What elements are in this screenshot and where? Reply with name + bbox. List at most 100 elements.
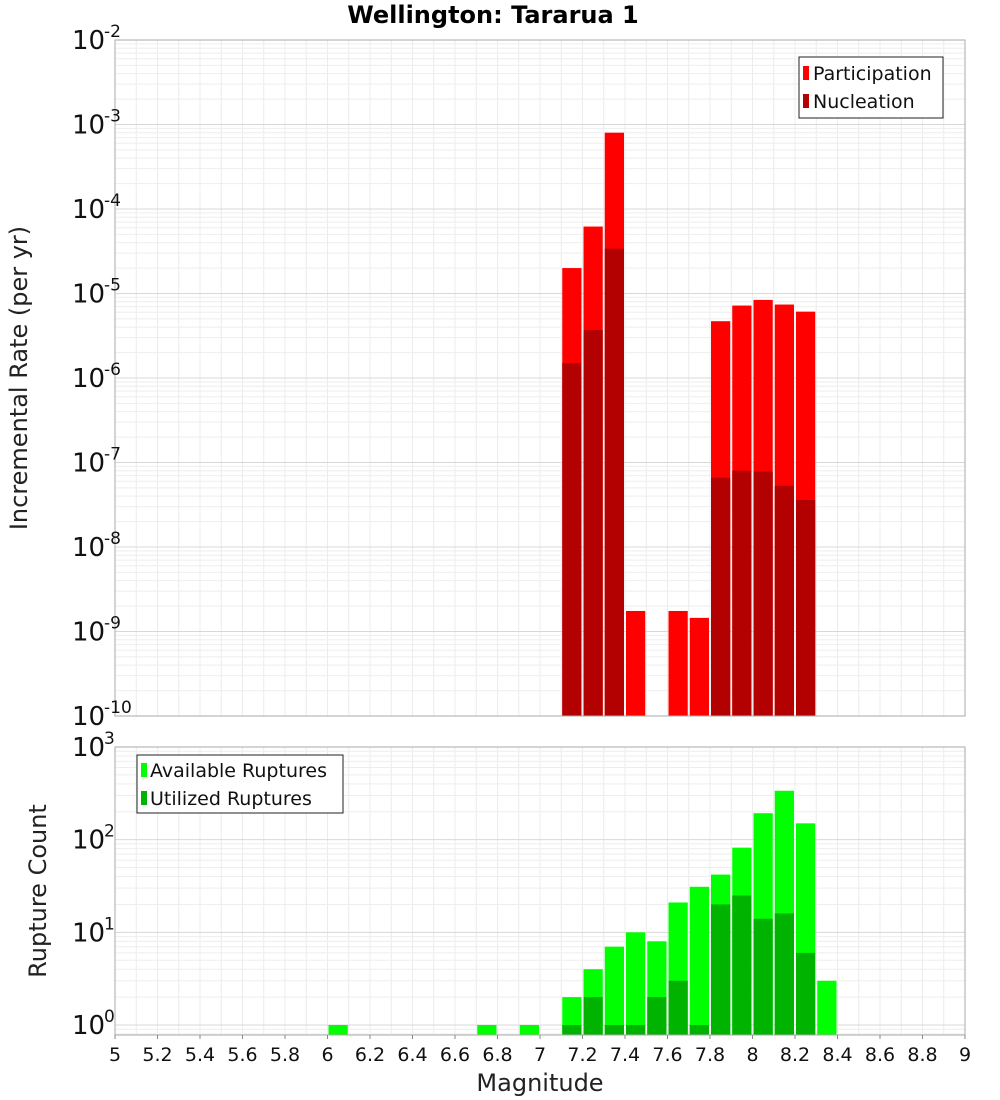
x-tick-label: 6: [321, 1044, 333, 1066]
top-bar-nucleation: [562, 363, 582, 716]
top-y-tick-exponent: -4: [104, 191, 121, 211]
top-y-tick-exponent: -10: [104, 698, 132, 718]
x-tick-label: 8.4: [822, 1044, 852, 1066]
top-y-tick-exponent: -3: [104, 107, 121, 127]
bottom-bar-utilized-ruptures: [753, 918, 773, 1035]
bottom-bar-utilized-ruptures: [583, 997, 603, 1035]
top-y-tick-exponent: -7: [104, 445, 121, 465]
top-bars: [562, 132, 816, 716]
chart-title: Wellington: Tararua 1: [347, 1, 639, 29]
x-tick-label: 5: [109, 1044, 121, 1066]
top-y-tick-label: 10: [72, 702, 105, 732]
bottom-bar-utilized-ruptures: [732, 895, 752, 1035]
x-tick-label: 5.2: [142, 1044, 172, 1066]
bottom-y-tick-label: 10: [72, 826, 105, 856]
x-tick-label: 7.4: [610, 1044, 640, 1066]
x-tick-label: 7.6: [652, 1044, 682, 1066]
bottom-y-axis-label: Rupture Count: [24, 804, 52, 978]
x-tick-label: 5.8: [270, 1044, 300, 1066]
top-plot-border: [114, 39, 966, 717]
bottom-bar-available-ruptures: [626, 932, 646, 1035]
top-bar-participation: [668, 610, 688, 716]
bottom-y-tick-label: 10: [72, 918, 105, 948]
top-y-tick-exponent: -6: [104, 360, 121, 380]
legend-label-utilized: Utilized Ruptures: [150, 788, 312, 810]
bottom-bar-available-ruptures: [604, 946, 624, 1035]
x-tick-label: 6.2: [355, 1044, 385, 1066]
top-bar-nucleation: [711, 477, 731, 716]
legend-label-nucleation: Nucleation: [813, 91, 915, 113]
x-tick-label: 9: [959, 1044, 971, 1066]
top-y-tick-label: 10: [72, 280, 105, 310]
bottom-legend-box: [136, 754, 344, 814]
top-legend: Participation Nucleation: [798, 56, 944, 119]
x-tick-label: 8.8: [907, 1044, 937, 1066]
legend-swatch-utilized: [141, 791, 147, 805]
bottom-bars: [328, 790, 837, 1035]
top-bar-nucleation: [774, 485, 794, 716]
x-tick-label: 7: [534, 1044, 546, 1066]
top-legend-box: [798, 56, 944, 119]
top-bar-nucleation: [796, 499, 816, 716]
bottom-y-tick-exponent: 2: [104, 822, 115, 842]
bottom-y-tick-exponent: 3: [104, 729, 115, 749]
x-tick-label: 6.4: [397, 1044, 427, 1066]
top-gridlines: [114, 39, 966, 717]
top-y-tick-exponent: -9: [104, 614, 121, 634]
top-y-tick-exponent: -5: [104, 276, 121, 296]
bottom-bar-available-ruptures: [328, 1025, 348, 1035]
x-tick-label: 5.4: [185, 1044, 215, 1066]
top-y-tick-exponent: -2: [104, 22, 121, 42]
bottom-bar-available-ruptures: [519, 1025, 539, 1035]
x-tick-label: 7.8: [695, 1044, 725, 1066]
x-tick-label: 6.8: [482, 1044, 512, 1066]
top-y-tick-label: 10: [72, 449, 105, 479]
legend-swatch-available: [141, 763, 147, 777]
legend-label-available: Available Ruptures: [150, 760, 327, 782]
top-bar-nucleation: [583, 329, 603, 716]
top-bar-nucleation: [732, 470, 752, 716]
bottom-bar-available-ruptures: [477, 1025, 497, 1035]
bottom-bar-utilized-ruptures: [774, 913, 794, 1035]
bottom-x-ticks: 5 5.2 5.4 5.6 5.8 6 6.2 6.4 6.6 6.8 7 7.2 7.4 7.6 7.8 8…: [109, 1035, 971, 1066]
top-bar-nucleation: [753, 471, 773, 716]
bottom-legend: Available Ruptures Utilized Ruptures: [136, 754, 344, 814]
top-y-axis-label: Incremental Rate (per yr): [5, 226, 33, 530]
legend-swatch-participation: [803, 66, 809, 80]
bottom-bar-utilized-ruptures: [647, 997, 667, 1035]
bottom-y-tick-exponent: 1: [104, 914, 115, 934]
x-tick-label: 5.6: [227, 1044, 257, 1066]
bottom-y-tick-label: 10: [72, 1011, 105, 1041]
x-axis-label: Magnitude: [476, 1069, 603, 1097]
top-y-tick-label: 10: [72, 364, 105, 394]
bottom-bar-utilized-ruptures: [626, 1025, 646, 1035]
top-bar-participation: [689, 617, 709, 716]
bottom-bar-utilized-ruptures: [668, 980, 688, 1035]
x-tick-label: 8.6: [865, 1044, 895, 1066]
bottom-bar-available-ruptures: [817, 980, 837, 1035]
x-tick-label: 6.6: [440, 1044, 470, 1066]
x-tick-label: 8.2: [780, 1044, 810, 1066]
bottom-bar-utilized-ruptures: [689, 1025, 709, 1035]
legend-label-participation: Participation: [813, 63, 932, 85]
bottom-y-tick-label: 10: [72, 733, 105, 763]
x-tick-label: 7.2: [567, 1044, 597, 1066]
top-bar-nucleation: [604, 248, 624, 716]
bottom-y-tick-exponent: 0: [104, 1007, 115, 1027]
bottom-bar-utilized-ruptures: [562, 1025, 582, 1035]
top-bar-participation: [626, 610, 646, 716]
legend-swatch-nucleation: [803, 94, 809, 108]
top-y-tick-label: 10: [72, 618, 105, 648]
top-y-tick-label: 10: [72, 111, 105, 141]
x-tick-label: 8: [746, 1044, 758, 1066]
top-y-tick-label: 10: [72, 195, 105, 225]
top-y-tick-label: 10: [72, 26, 105, 56]
bottom-bar-utilized-ruptures: [604, 1025, 624, 1035]
bottom-bar-utilized-ruptures: [711, 904, 731, 1035]
top-y-tick-exponent: -8: [104, 529, 121, 549]
